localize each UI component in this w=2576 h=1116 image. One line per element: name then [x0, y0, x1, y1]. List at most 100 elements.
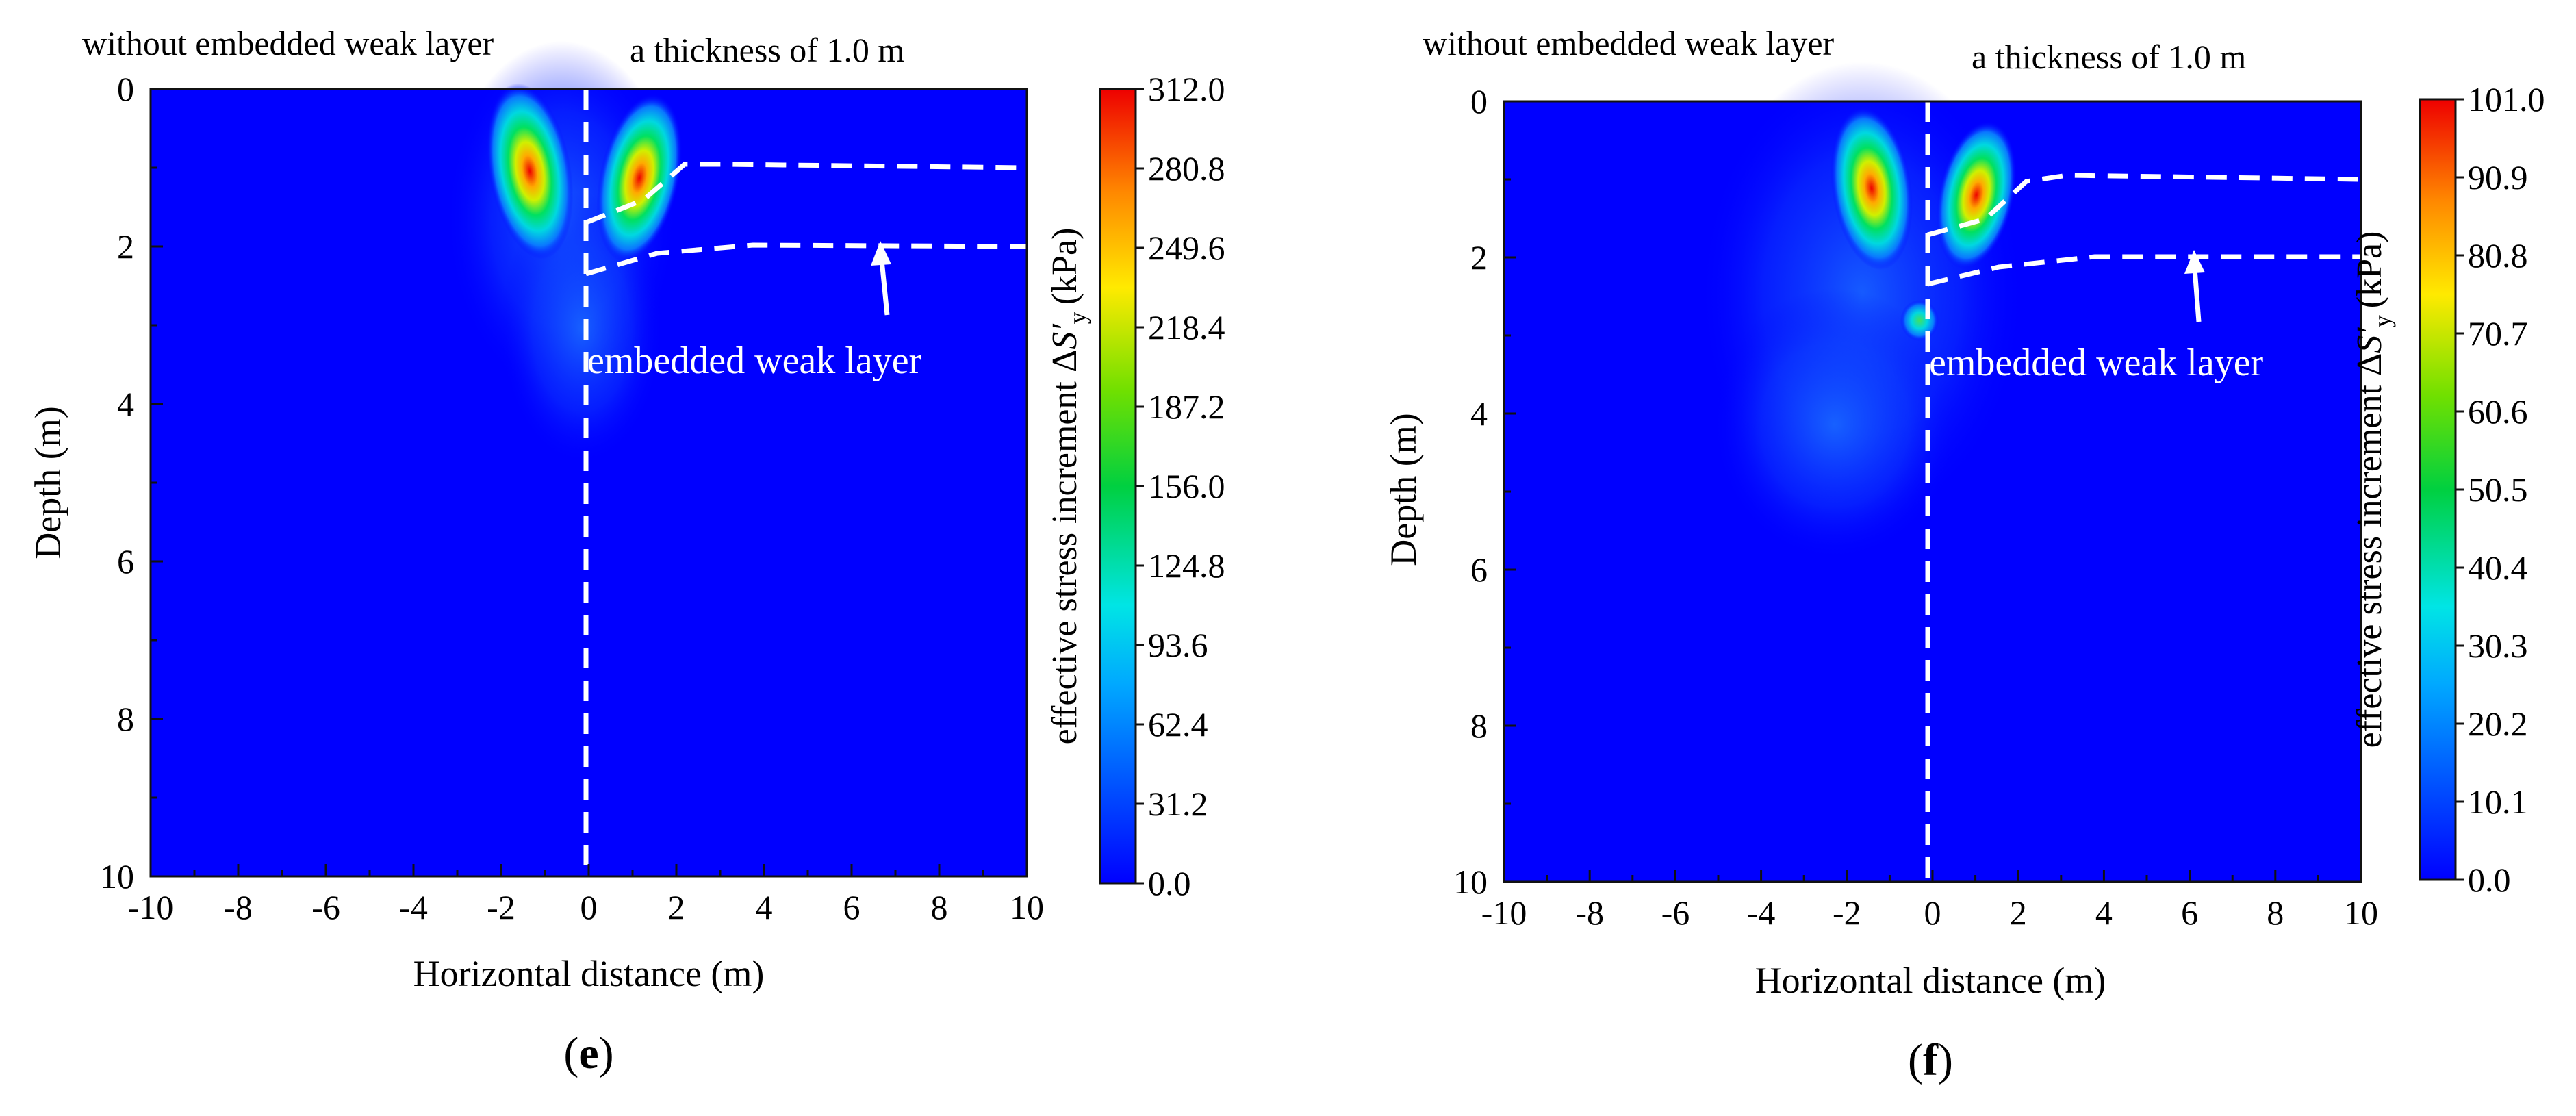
x-tick-label: 6 [2181, 893, 2198, 932]
annotation-arrow-e [871, 241, 891, 316]
hotspot-mid-f [1900, 300, 1939, 341]
x-tick-label: -8 [1575, 893, 1604, 932]
hotspot-right-f [1936, 121, 2017, 270]
x-tick-label: -4 [1747, 893, 1776, 932]
x-tick-label: 8 [2267, 893, 2284, 932]
x-tick-label: 0 [1924, 893, 1941, 932]
colorbar-ticks-f: 101.0 90.9 80.8 70.7 60.6 50.5 40.4 30.3 20.2 10.… [2456, 80, 2545, 899]
x-tick-label: -6 [1661, 893, 1690, 932]
y-tick-label: 6 [117, 542, 134, 581]
arrowhead-icon-f [2184, 250, 2205, 274]
colorbar-tick-label: 249.6 [1148, 229, 1225, 267]
colorbar-tick-label: 93.6 [1148, 626, 1208, 664]
colorbar-label-e: effective stress increment ΔS′y(kPa) [1045, 228, 1091, 745]
y-tick-label: 2 [1470, 238, 1488, 277]
colorbar-tick-label: 70.7 [2468, 314, 2528, 353]
plot-area-f: embedded weak layer [1503, 62, 2362, 883]
colorbar-tick-label: 101.0 [2468, 80, 2545, 118]
y-axis-e: 0 2 4 6 8 10 [100, 70, 163, 896]
y-axis-f: 0 2 4 6 8 10 [1453, 82, 1516, 901]
y-tick-label: 4 [117, 385, 134, 423]
panel-e: without embedded weak layer a thickness … [0, 0, 1287, 1113]
x-tick-label: -2 [1833, 893, 1861, 932]
note-right-f: a thickness of 1.0 m [1972, 38, 2246, 76]
hotspot-left-e [486, 83, 574, 259]
annotation-arrow-f [2184, 250, 2205, 322]
arrow-shaft-f [2192, 268, 2202, 322]
colorbar-e: 312.0 280.8 249.6 218.4 187.2 156.0 124.8 93.6 6… [1045, 70, 1225, 902]
weak-layer-upper-f [1927, 173, 2362, 238]
arrowhead-icon-e [871, 241, 891, 266]
y-axis-label-e: Depth (m) [27, 406, 68, 559]
y-axis-label-f: Depth (m) [1383, 413, 1424, 566]
y-tick-label: 2 [117, 227, 134, 266]
note-left-f: without embedded weak layer [1423, 24, 1835, 62]
chart-e: without embedded weak layer a thickness … [27, 24, 1225, 1078]
colorbar-tick-label: 0.0 [2468, 861, 2511, 899]
colorbar-tick-label: 50.5 [2468, 470, 2528, 509]
overlay-lines-f [1925, 101, 2362, 882]
x-axis-e: -10 -8 -6 -4 -2 0 2 4 6 8 10 [128, 864, 1044, 926]
note-right-e: a thickness of 1.0 m [630, 31, 904, 69]
colorbar-gradient-f [2419, 98, 2457, 881]
x-tick-label: -2 [487, 888, 515, 926]
hotspot-left-f [1831, 106, 1913, 270]
x-axis-f: -10 -8 -6 -4 -2 0 2 4 6 8 10 [1481, 870, 2378, 932]
x-tick-label: -10 [1481, 893, 1527, 932]
colorbar-tick-label: 60.6 [2468, 392, 2528, 431]
x-tick-label: 4 [756, 888, 773, 926]
colorbar-tick-label: 30.3 [2468, 626, 2528, 665]
colorbar-tick-label: 187.2 [1148, 388, 1225, 426]
y-tick-label: 8 [1470, 707, 1488, 745]
x-tick-label: 10 [1010, 888, 1044, 926]
annotation-text-e: embedded weak layer [587, 340, 922, 382]
chart-f: without embedded weak layer a thickness … [1383, 24, 2545, 1085]
colorbar-tick-label: 90.9 [2468, 158, 2528, 196]
colorbar-gradient-e [1099, 88, 1137, 885]
weak-layer-lower-e [585, 242, 1028, 277]
colorbar-tick-label: 20.2 [2468, 705, 2528, 743]
y-tick-label: 4 [1470, 394, 1488, 433]
weak-layer-upper-e [585, 162, 1028, 225]
annotation-text-f: embedded weak layer [1929, 342, 2264, 384]
x-tick-label: 10 [2344, 893, 2378, 932]
colorbar-f: 101.0 90.9 80.8 70.7 60.6 50.5 40.4 30.3 20.2 10.… [2350, 80, 2545, 899]
colorbar-tick-label: 10.1 [2468, 783, 2528, 821]
weak-layer-lower-f [1927, 254, 2361, 287]
colorbar-tick-label: 124.8 [1148, 546, 1225, 585]
plot-area-e: embedded weak layer [149, 41, 1028, 878]
y-tick-label: 8 [117, 700, 134, 738]
colorbar-tick-label: 156.0 [1148, 467, 1225, 505]
x-tick-label: 2 [2010, 893, 2027, 932]
arrow-shaft-e [879, 259, 890, 316]
hotspots-f [1831, 106, 2017, 341]
y-tick-label: 10 [100, 857, 134, 896]
colorbar-tick-label: 312.0 [1148, 70, 1225, 108]
x-tick-label: -10 [128, 888, 174, 926]
hotspot-right-e [596, 94, 683, 262]
panel-label-e: (e) [563, 1028, 613, 1078]
x-tick-label: 8 [931, 888, 948, 926]
y-tick-label: 0 [117, 70, 134, 108]
overlay-lines-e [583, 89, 1028, 876]
x-tick-label: 0 [581, 888, 598, 926]
stress-halo-lower-f [1711, 288, 1958, 561]
x-tick-label: 6 [843, 888, 860, 926]
colorbar-tick-label: 280.8 [1148, 149, 1225, 188]
x-tick-label: -6 [311, 888, 340, 926]
colorbar-tick-label: 31.2 [1148, 785, 1208, 823]
x-tick-label: -4 [399, 888, 428, 926]
y-tick-label: 6 [1470, 550, 1488, 589]
y-tick-label: 0 [1470, 82, 1488, 121]
colorbar-tick-label: 40.4 [2468, 548, 2528, 587]
hotspots-e [486, 83, 683, 262]
panel-f: without embedded weak layer a thickness … [1342, 0, 2574, 1113]
panel-label-f: (f) [1908, 1035, 1953, 1085]
colorbar-tick-label: 0.0 [1148, 864, 1191, 902]
colorbar-ticks-e: 312.0 280.8 249.6 218.4 187.2 156.0 124.8 93.6 6… [1136, 70, 1225, 902]
note-left-e: without embedded weak layer [82, 24, 494, 62]
y-tick-label: 10 [1453, 863, 1488, 901]
x-axis-label-f: Horizontal distance (m) [1755, 960, 2106, 1001]
colorbar-tick-label: 62.4 [1148, 705, 1208, 744]
x-axis-label-e: Horizontal distance (m) [413, 953, 765, 994]
